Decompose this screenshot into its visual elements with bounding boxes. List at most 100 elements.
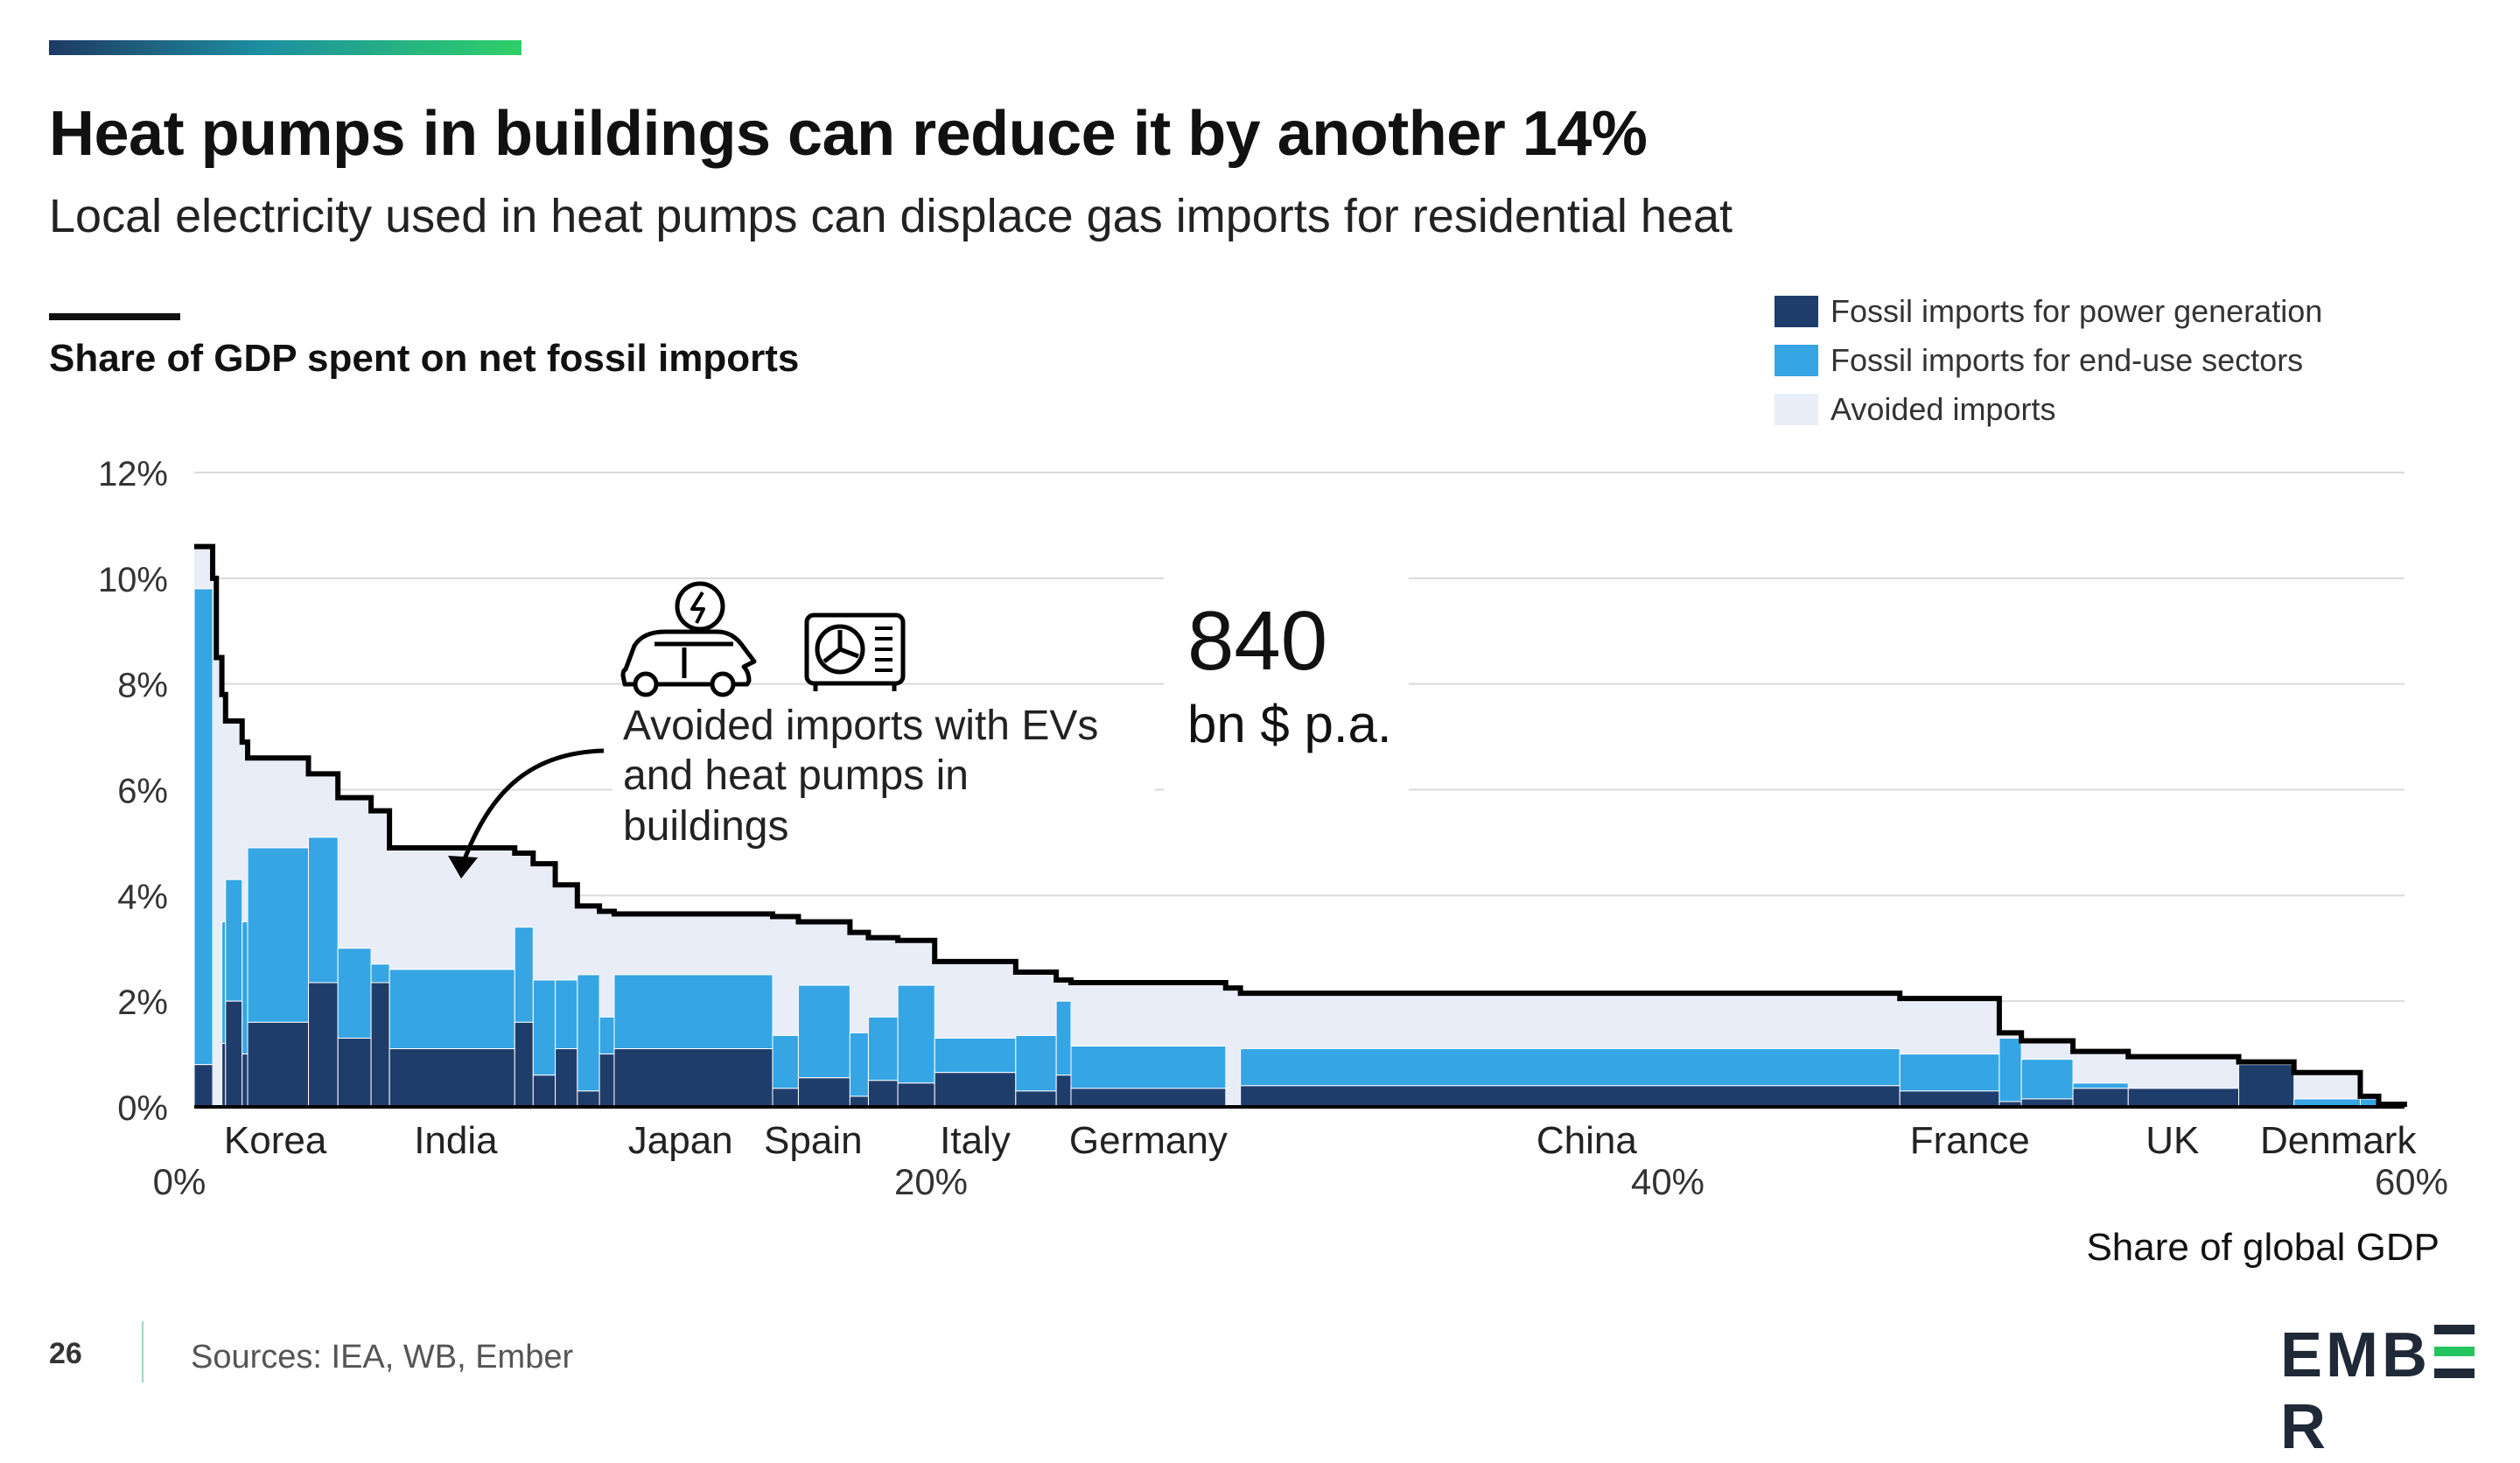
enduse-bar	[1015, 1034, 1057, 1092]
power-bar	[555, 1048, 578, 1108]
enduse-bar	[577, 974, 600, 1092]
legend-item-power: Fossil imports for power generation	[1774, 287, 2322, 336]
enduse-bar	[337, 948, 372, 1039]
x-tick-labels: 0% 20% 40% 60%	[153, 1161, 2448, 1202]
y-tick-labels: 0% 2% 4% 6% 8% 10% 12%	[98, 455, 168, 1128]
country-label: UK	[2146, 1119, 2199, 1162]
footer-separator	[142, 1321, 144, 1382]
power-bar	[514, 1021, 534, 1108]
enduse-bar	[1240, 1048, 1900, 1087]
sources-note: Sources: IEA, WB, Ember	[191, 1339, 574, 1376]
enduse-bar	[308, 836, 339, 984]
y-tick-label: 8%	[117, 667, 168, 705]
power-bar	[598, 1054, 615, 1108]
enduse-bar	[193, 588, 214, 1066]
power-bar	[2127, 1088, 2240, 1108]
enduse-bar	[897, 984, 935, 1084]
enduse-bar	[598, 1016, 615, 1055]
power-bar	[897, 1082, 935, 1108]
callout-value: 840	[1187, 594, 1327, 688]
y-tick-label: 6%	[117, 773, 168, 811]
legend-label-power: Fossil imports for power generation	[1830, 293, 2323, 329]
callout-backdrop	[1164, 573, 1409, 792]
total-step-line	[194, 543, 2407, 1109]
power-bar	[1899, 1090, 2000, 1108]
power-bar	[772, 1088, 799, 1108]
avoided-area	[213, 578, 217, 1107]
power-bar	[247, 1021, 310, 1108]
y-tick-label: 10%	[98, 561, 168, 599]
enduse-bar	[934, 1037, 1017, 1074]
stacked-areas	[193, 546, 2405, 1108]
page-subtitle: Local electricity used in heat pumps can…	[49, 190, 1733, 242]
annotation-arrow	[459, 748, 605, 867]
power-bar	[532, 1074, 556, 1108]
country-label: Korea	[224, 1119, 327, 1162]
heat-pump-icon	[804, 612, 906, 691]
logo-e-mark: E	[2434, 1325, 2474, 1378]
enduse-bar	[2020, 1059, 2074, 1100]
power-bar	[221, 1043, 227, 1108]
enduse-bar	[613, 974, 774, 1050]
chart-canvas: 0% 2% 4% 6% 8% 10% 12% 0% 20% 40% 60% Korea India J…	[98, 455, 2448, 1269]
power-bar	[1070, 1088, 1227, 1108]
enduse-bar	[514, 927, 534, 1023]
enduse-bar	[532, 979, 556, 1076]
enduse-bar	[1070, 1046, 1227, 1089]
ember-logo: EMBER	[2280, 1320, 2520, 1463]
y-tick-label: 2%	[117, 984, 168, 1022]
enduse-bar	[772, 1034, 799, 1089]
legend-label-enduse: Fossil imports for end-use sectors	[1830, 342, 2304, 378]
power-bar	[242, 1054, 248, 1108]
country-label: India	[414, 1119, 498, 1162]
enduse-bar	[1998, 1037, 2022, 1102]
x-axis-title: Share of global GDP	[2086, 1226, 2440, 1269]
annotation-line-3: buildings	[623, 803, 788, 850]
enduse-bar	[797, 984, 850, 1079]
enduse-bar	[555, 979, 578, 1050]
callout-unit: bn $ p.a.	[1187, 695, 1392, 753]
country-label: Italy	[940, 1119, 1011, 1162]
legend-label-avoided: Avoided imports	[1830, 391, 2056, 427]
power-bar	[308, 982, 339, 1108]
country-label: Spain	[764, 1119, 863, 1162]
annotation-line-1: Avoided imports with EVs	[623, 703, 1098, 749]
accent-bar	[49, 40, 522, 55]
power-bar	[613, 1048, 774, 1108]
avoided-area	[216, 657, 223, 1107]
enduse-bar	[867, 1016, 899, 1082]
y-tick-label: 0%	[117, 1089, 168, 1128]
country-label: France	[1910, 1119, 2030, 1162]
power-bar	[2238, 1064, 2295, 1108]
power-bar	[797, 1077, 850, 1108]
y-axis-title-rule	[49, 313, 180, 320]
chart-legend: Fossil imports for power generation Foss…	[1774, 287, 2322, 434]
country-label: China	[1536, 1119, 1637, 1162]
country-labels: Korea India Japan Spain Italy Germany China Fra…	[224, 1119, 2418, 1162]
annotation-text: Avoided imports with EVs and heat pumps …	[623, 703, 1110, 850]
legend-swatch-power	[1774, 296, 1818, 327]
enduse-bar	[849, 1032, 869, 1097]
enduse-bar	[370, 963, 390, 984]
total-imports-line	[194, 543, 2407, 1107]
country-label: Germany	[1069, 1119, 1228, 1162]
country-label: Japan	[628, 1119, 733, 1162]
country-label: Denmark	[2260, 1119, 2417, 1162]
electric-car-icon	[620, 581, 757, 697]
power-bar	[867, 1080, 899, 1108]
enduse-bar	[242, 921, 248, 1055]
enduse-bar	[1899, 1054, 2000, 1092]
power-bar	[225, 1000, 243, 1108]
power-bar	[1015, 1090, 1057, 1108]
y-tick-label: 12%	[98, 455, 168, 494]
x-tick-label: 60%	[2375, 1161, 2448, 1202]
power-bar	[370, 982, 390, 1108]
legend-item-avoided: Avoided imports	[1774, 385, 2322, 434]
power-bar	[337, 1037, 372, 1108]
power-bar	[193, 1064, 214, 1108]
power-bar	[1240, 1085, 1900, 1108]
enduse-bar	[388, 969, 515, 1050]
power-bar	[577, 1090, 600, 1108]
legend-item-enduse: Fossil imports for end-use sectors	[1774, 336, 2322, 385]
enduse-bar	[221, 921, 227, 1044]
